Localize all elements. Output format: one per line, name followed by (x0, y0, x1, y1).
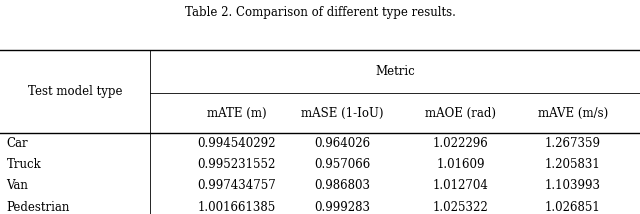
Text: 1.01609: 1.01609 (436, 158, 485, 171)
Text: 0.957066: 0.957066 (314, 158, 371, 171)
Text: Car: Car (6, 137, 28, 150)
Text: Van: Van (6, 180, 28, 192)
Text: Pedestrian: Pedestrian (6, 201, 70, 214)
Text: 0.997434757: 0.997434757 (197, 180, 276, 192)
Text: mASE (1-IoU): mASE (1-IoU) (301, 107, 383, 119)
Text: Table 2. Comparison of different type results.: Table 2. Comparison of different type re… (184, 6, 456, 19)
Text: 0.964026: 0.964026 (314, 137, 371, 150)
Text: 1.012704: 1.012704 (433, 180, 489, 192)
Text: mAOE (rad): mAOE (rad) (426, 107, 496, 119)
Text: 0.995231552: 0.995231552 (198, 158, 276, 171)
Text: Test model type: Test model type (28, 85, 122, 98)
Text: Metric: Metric (375, 65, 415, 78)
Text: 0.999283: 0.999283 (314, 201, 371, 214)
Text: 1.025322: 1.025322 (433, 201, 489, 214)
Text: 1.001661385: 1.001661385 (198, 201, 276, 214)
Text: Truck: Truck (6, 158, 41, 171)
Text: 1.205831: 1.205831 (545, 158, 601, 171)
Text: 1.026851: 1.026851 (545, 201, 601, 214)
Text: mATE (m): mATE (m) (207, 107, 267, 119)
Text: 1.267359: 1.267359 (545, 137, 601, 150)
Text: 1.022296: 1.022296 (433, 137, 489, 150)
Text: 0.994540292: 0.994540292 (198, 137, 276, 150)
Text: 1.103993: 1.103993 (545, 180, 601, 192)
Text: 0.986803: 0.986803 (314, 180, 371, 192)
Text: mAVE (m/s): mAVE (m/s) (538, 107, 608, 119)
